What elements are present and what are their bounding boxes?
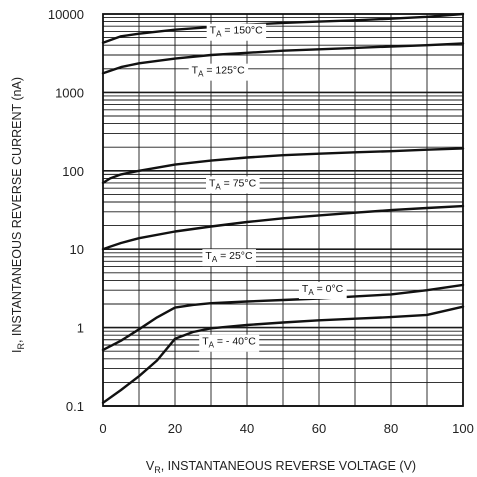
series-label: TA = 25°C xyxy=(202,249,257,267)
series-label-bg xyxy=(206,23,267,41)
y-tick-label: 1000 xyxy=(55,85,84,100)
plot-frame xyxy=(102,13,464,407)
tick-labels: 0 20 40 60 80 100 0.1 1 10 100 1000 10000 xyxy=(48,7,474,436)
series-label-text: TA = 150°C xyxy=(210,25,263,39)
series-label-bg xyxy=(298,281,347,299)
y-axis-title: IR, INSTANTANEOUS REVERSE CURRENT (nA) xyxy=(10,77,26,353)
series-line-75C xyxy=(101,147,465,185)
series-label-bg xyxy=(205,176,260,194)
x-tick-label: 40 xyxy=(240,421,254,436)
plot-border xyxy=(102,13,464,407)
x-axis-title: VR, INSTANTANEOUS REVERSE VOLTAGE (V) xyxy=(146,459,416,475)
x-tick-label: 100 xyxy=(452,421,474,436)
series-label: TA = - 40°C xyxy=(199,334,260,352)
grid-lines xyxy=(102,14,464,407)
y-tick-label: 0.1 xyxy=(66,399,84,414)
y-tick-label: 10 xyxy=(70,242,84,257)
series-line-0C xyxy=(101,283,465,352)
y-tick-label: 1 xyxy=(77,321,84,336)
series-line--40C xyxy=(101,305,465,404)
series-label-bg xyxy=(188,63,249,81)
series-labels: TA = 150°C TA = 125°C TA = 75°C TA = 25°C TA… xyxy=(188,23,347,352)
series-label-text: TA = 0°C xyxy=(302,283,344,297)
x-tick-label: 80 xyxy=(384,421,398,436)
series-lines xyxy=(101,12,465,404)
series-label-text: TA = 25°C xyxy=(205,250,253,264)
x-tick-label: 20 xyxy=(168,421,182,436)
series-label-bg xyxy=(199,334,260,352)
series-label-bg xyxy=(202,249,257,267)
series-label-text: TA = - 40°C xyxy=(202,336,256,350)
series-line-25C xyxy=(101,204,465,251)
series-label: TA = 150°C xyxy=(206,23,267,41)
x-tick-label: 60 xyxy=(312,421,326,436)
series-line-125C xyxy=(101,42,465,75)
series-label-text: TA = 75°C xyxy=(209,177,257,191)
series-label: TA = 75°C xyxy=(205,176,260,194)
series-label-text: TA = 125°C xyxy=(192,65,245,79)
series-label: TA = 125°C xyxy=(188,63,249,81)
x-tick-label: 0 xyxy=(99,421,106,436)
y-tick-label: 10000 xyxy=(48,7,84,22)
series-label: TA = 0°C xyxy=(298,281,347,299)
y-tick-label: 100 xyxy=(62,164,84,179)
